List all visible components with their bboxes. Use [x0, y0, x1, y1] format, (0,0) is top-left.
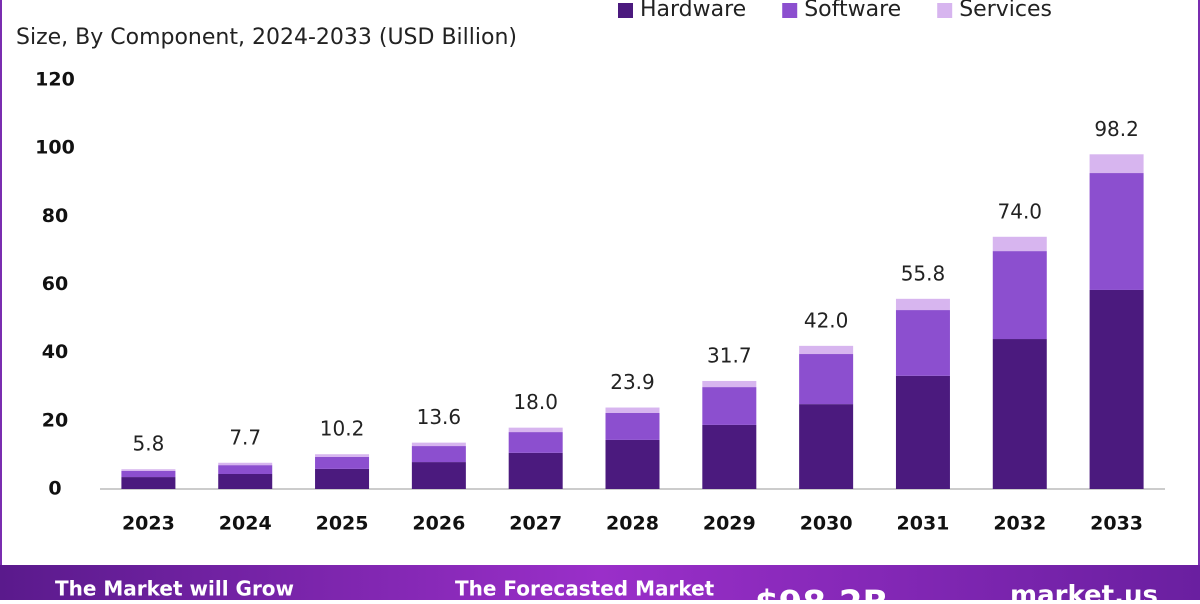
x-tick-label: 2030 [800, 513, 853, 535]
y-tick-label: 60 [42, 273, 68, 295]
bar-segment [605, 412, 660, 440]
y-tick-label: 0 [48, 478, 61, 500]
bar-segment [508, 452, 563, 489]
chart-title: Size, By Component, 2024-2033 (USD Billi… [16, 25, 517, 50]
footer-forecast-value: $98.2B [755, 584, 888, 601]
x-tick-label: 2024 [219, 513, 272, 535]
footer-forecast: The Forecasted Market [455, 577, 715, 601]
legend: Hardware Software Services [618, 0, 1052, 22]
x-tick-label: 2031 [897, 513, 950, 535]
bar-segment [1089, 289, 1144, 489]
total-label: 18.0 [513, 390, 558, 414]
bar-segment [218, 462, 273, 466]
y-tick-label: 40 [42, 341, 68, 363]
total-label: 74.0 [998, 199, 1043, 223]
total-label: 10.2 [320, 417, 365, 441]
bar-segment [315, 454, 370, 457]
footer-brand: market.us [1010, 581, 1158, 601]
bar-segment [315, 456, 370, 469]
y-tick-label: 120 [35, 69, 75, 91]
legend-swatch [782, 3, 798, 18]
bar-segment [799, 354, 854, 405]
x-tick-label: 2023 [122, 513, 175, 535]
bar-segment [605, 439, 660, 489]
bar-segment [702, 424, 757, 489]
bar-segment [799, 345, 854, 355]
x-tick-label: 2025 [316, 513, 369, 535]
bar-segment [218, 465, 273, 475]
total-label: 23.9 [610, 370, 655, 394]
y-tick-label: 80 [42, 205, 68, 227]
footer-grow: The Market will Grow [55, 577, 294, 601]
footer-banner [0, 565, 1200, 600]
bar-segment [411, 442, 466, 447]
bar-segment [1089, 154, 1144, 174]
legend-label: Software [804, 0, 901, 22]
bar-segment [702, 387, 757, 425]
x-tick-label: 2033 [1090, 513, 1143, 535]
bar-segment [508, 427, 563, 433]
bar-segment [315, 468, 370, 489]
x-tick-label: 2032 [993, 513, 1046, 535]
x-tick-label: 2028 [606, 513, 659, 535]
bar-segment [799, 404, 854, 489]
total-label: 13.6 [417, 405, 462, 429]
bar-segment [605, 407, 660, 413]
y-tick-label: 100 [35, 137, 75, 159]
total-label: 98.2 [1094, 117, 1139, 141]
total-label: 5.8 [133, 432, 165, 456]
bar-segment [508, 432, 563, 453]
bar-segment [411, 446, 466, 463]
y-tick-label: 20 [42, 409, 68, 431]
bar-segment [992, 236, 1047, 252]
bar-segment [702, 380, 757, 388]
total-label: 7.7 [229, 425, 261, 449]
bar-segment [992, 251, 1047, 340]
bar-segment [895, 375, 950, 489]
x-tick-label: 2026 [412, 513, 465, 535]
bar-segment [992, 339, 1047, 489]
bar-segment [411, 462, 466, 489]
legend-label: Hardware [640, 0, 746, 22]
bar-segment [1089, 173, 1144, 290]
bar-segment [218, 474, 273, 489]
legend-swatch [618, 3, 633, 18]
bar-segment [895, 310, 950, 376]
bar-segment [121, 477, 176, 489]
x-tick-label: 2027 [509, 513, 562, 535]
legend-label: Services [959, 0, 1052, 22]
total-label: 42.0 [804, 308, 849, 332]
plot: 0 20 40 60 80 100 120 2023 5.8 2024 7.7 2025 10.2 202… [35, 69, 1144, 535]
total-label: 55.8 [901, 261, 946, 285]
total-label: 31.7 [707, 343, 752, 367]
bar-segment [121, 470, 176, 478]
x-tick-label: 2029 [703, 513, 756, 535]
bar-segment [895, 298, 950, 311]
legend-swatch [937, 3, 953, 18]
bar-segment [121, 469, 176, 471]
